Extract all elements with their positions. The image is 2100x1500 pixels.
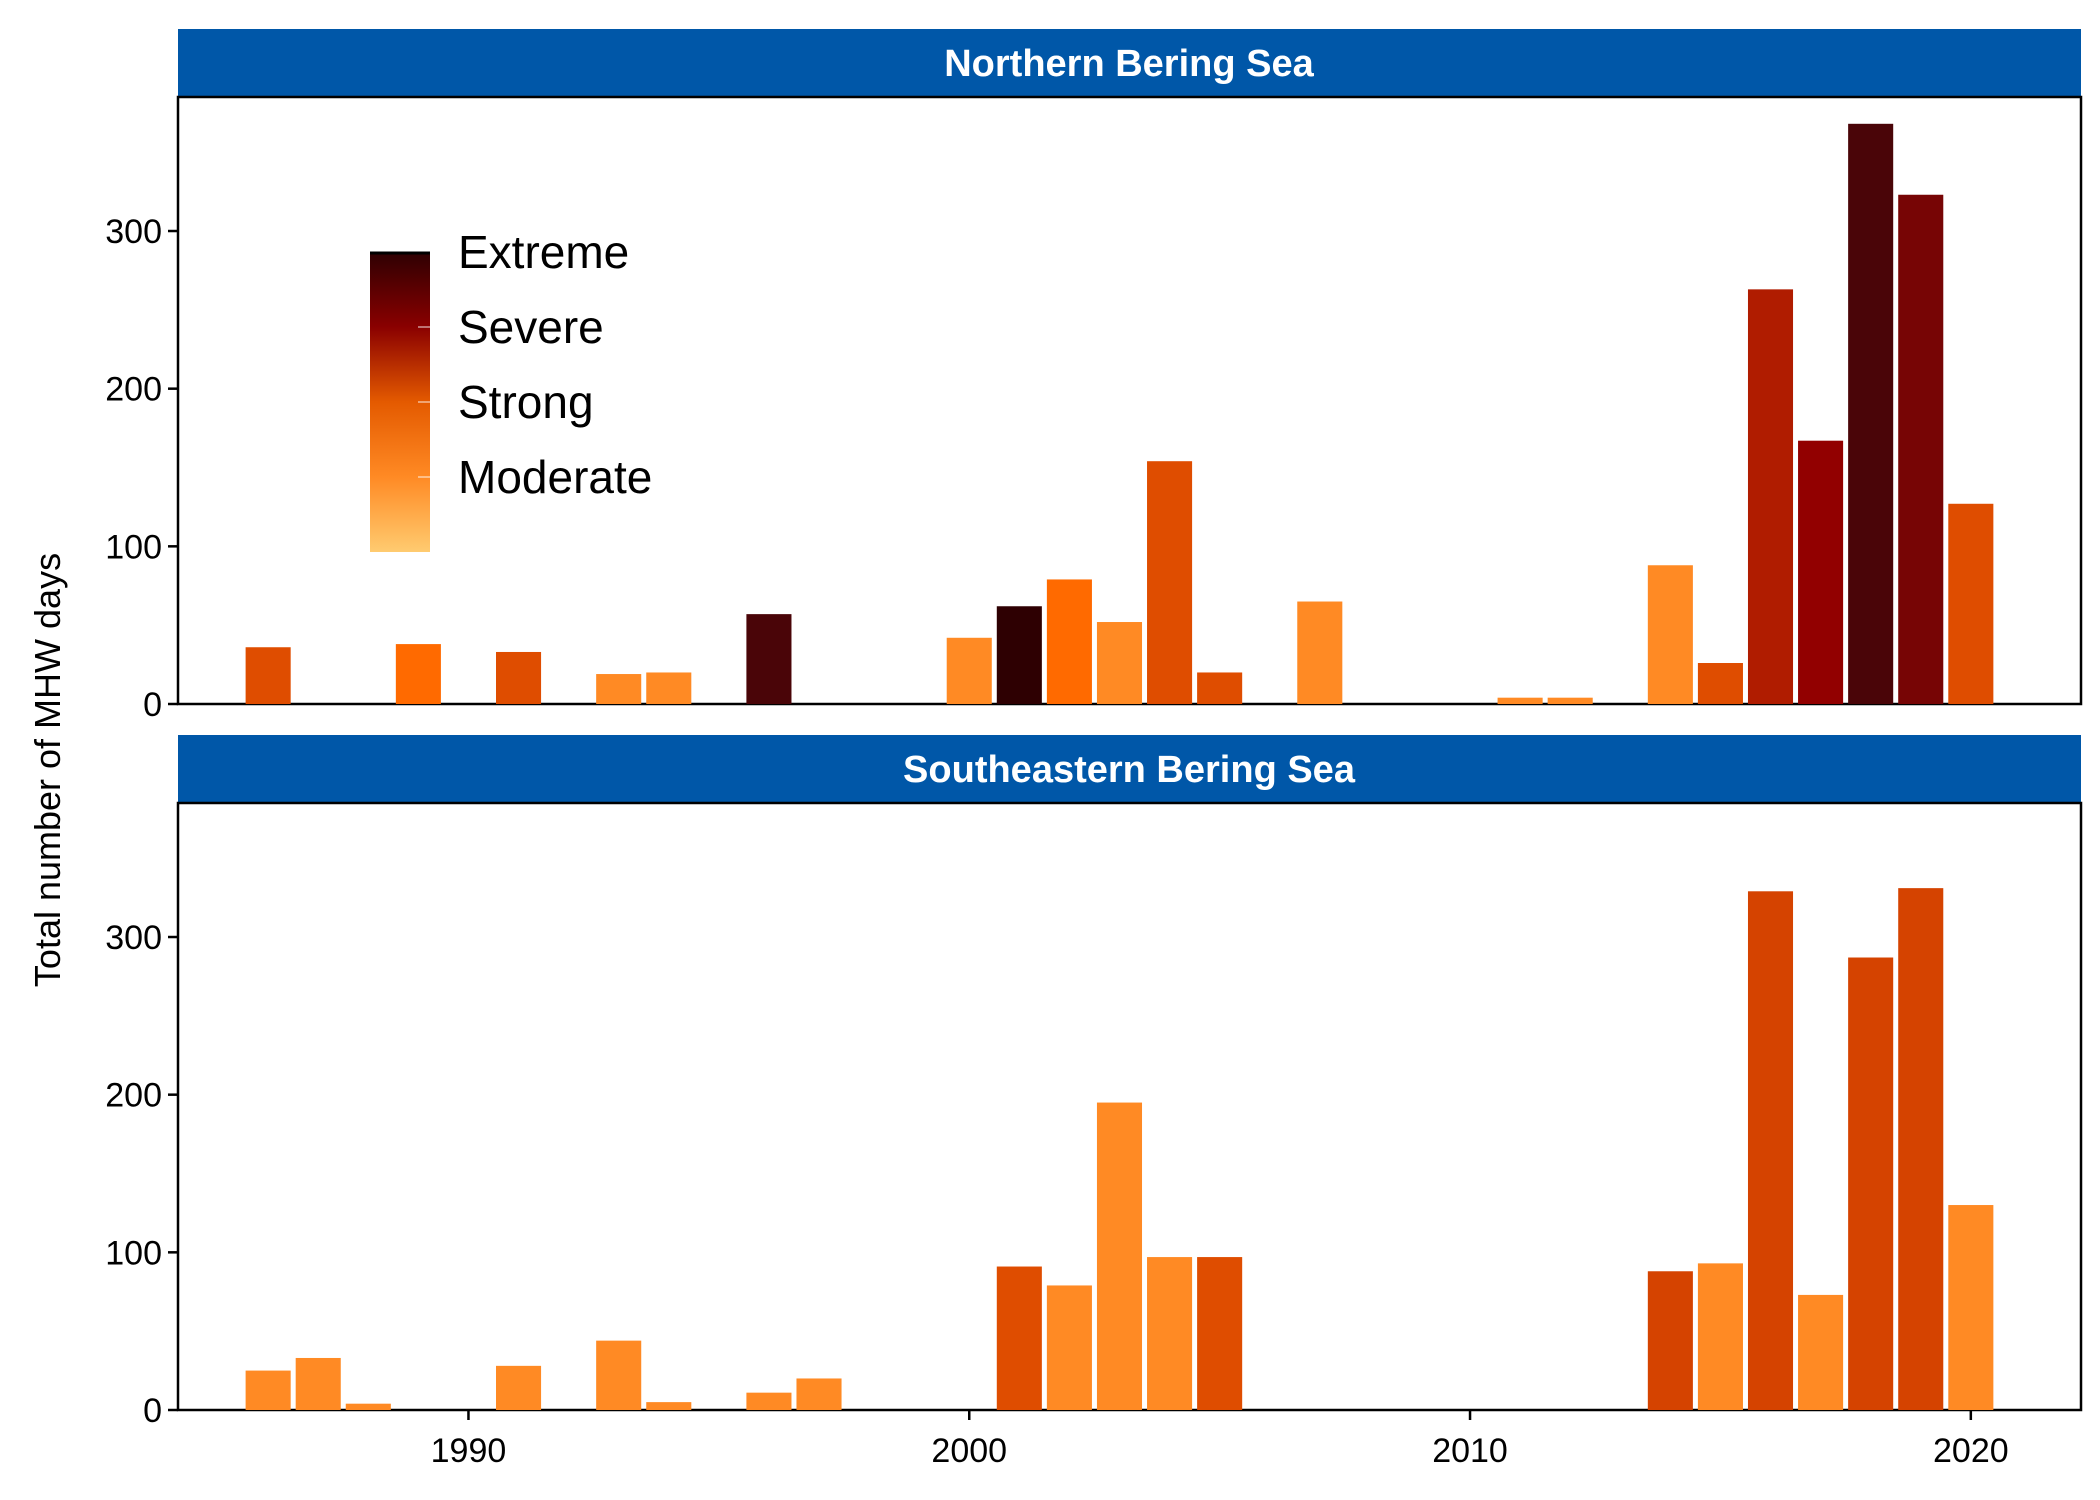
bar-2018 bbox=[1848, 123, 1894, 705]
bar-1991 bbox=[496, 1365, 542, 1410]
y-tick-label: 100 bbox=[105, 1234, 162, 1272]
y-tick-label: 100 bbox=[105, 528, 162, 566]
bar-2005 bbox=[1197, 1257, 1243, 1410]
legend-label-extreme: Extreme bbox=[458, 226, 629, 278]
bar-2000 bbox=[946, 637, 992, 704]
bar-1996 bbox=[746, 1392, 792, 1410]
x-tick-label: 2010 bbox=[1432, 1432, 1508, 1470]
bar-2017 bbox=[1798, 440, 1844, 704]
bar-2012 bbox=[1547, 697, 1593, 704]
bar-2001 bbox=[996, 1266, 1042, 1410]
bar-2019 bbox=[1898, 888, 1944, 1410]
legend-label-moderate: Moderate bbox=[458, 451, 652, 503]
panel-southeastern-bering-sea: Southeastern Bering Sea 0 100 200 300 bbox=[105, 735, 2083, 1430]
bar-2007 bbox=[1297, 601, 1343, 704]
bar-2003 bbox=[1096, 622, 1143, 704]
bar-1997 bbox=[796, 1378, 842, 1410]
bar-2002 bbox=[1046, 579, 1092, 704]
x-axis: 1990 2000 2010 2020 bbox=[431, 1410, 2009, 1470]
bar-1994 bbox=[646, 672, 692, 704]
x-tick-label: 1990 bbox=[431, 1432, 507, 1470]
panel-title-southeastern: Southeastern Bering Sea bbox=[903, 749, 1356, 791]
bar-1993 bbox=[596, 1340, 642, 1410]
y-tick-label: 300 bbox=[105, 213, 162, 251]
y-tick-label: 200 bbox=[105, 371, 162, 409]
y-axis-northern: 0 100 200 300 bbox=[105, 213, 178, 724]
bar-2016 bbox=[1747, 891, 1794, 1410]
bar-1994 bbox=[646, 1402, 692, 1410]
bar-2014 bbox=[1647, 565, 1693, 704]
bar-1987 bbox=[295, 1357, 341, 1410]
bar-group-northern bbox=[245, 123, 1994, 705]
bar-2005 bbox=[1197, 672, 1243, 704]
bar-1988 bbox=[345, 1403, 391, 1410]
bar-2020 bbox=[1948, 503, 1994, 704]
bar-1993 bbox=[596, 674, 642, 704]
legend-label-severe: Severe bbox=[458, 301, 604, 353]
bar-2004 bbox=[1147, 1257, 1193, 1410]
x-tick-label: 2020 bbox=[1933, 1432, 2009, 1470]
bar-group-southeastern bbox=[245, 888, 1994, 1410]
bar-2019 bbox=[1898, 194, 1944, 704]
bar-2003 bbox=[1096, 1102, 1143, 1410]
bar-1991 bbox=[496, 651, 542, 704]
y-axis-title: Total number of MHW days bbox=[27, 553, 68, 987]
y-tick-label: 300 bbox=[105, 919, 162, 957]
bar-2001 bbox=[996, 606, 1042, 704]
y-axis-southeastern: 0 100 200 300 bbox=[105, 919, 178, 1430]
bar-1996 bbox=[746, 614, 792, 704]
bar-2004 bbox=[1147, 461, 1193, 704]
legend-label-strong: Strong bbox=[458, 376, 594, 428]
x-tick-label: 2000 bbox=[931, 1432, 1007, 1470]
y-tick-label: 200 bbox=[105, 1077, 162, 1115]
panel-strip-southeastern bbox=[178, 735, 2081, 803]
bar-2002 bbox=[1046, 1285, 1092, 1410]
legend: Extreme Severe Strong Moderate bbox=[370, 226, 652, 552]
bar-2020 bbox=[1948, 1205, 1994, 1410]
bar-2014 bbox=[1647, 1271, 1693, 1410]
panel-title-northern: Northern Bering Sea bbox=[944, 43, 1314, 85]
bar-2017 bbox=[1798, 1294, 1844, 1410]
bar-2015 bbox=[1697, 1263, 1743, 1410]
y-tick-label: 0 bbox=[143, 686, 162, 724]
panel-northern-bering-sea: Northern Bering Sea 0 100 200 300 bbox=[105, 29, 2083, 724]
bar-2011 bbox=[1497, 697, 1543, 704]
bar-1986 bbox=[245, 647, 291, 704]
y-tick-label: 0 bbox=[143, 1392, 162, 1430]
bar-2015 bbox=[1697, 663, 1743, 704]
panel-strip-northern bbox=[178, 29, 2081, 97]
bar-2016 bbox=[1747, 289, 1794, 704]
bar-1989 bbox=[395, 644, 441, 704]
bar-1986 bbox=[245, 1370, 291, 1410]
bar-2018 bbox=[1848, 957, 1894, 1410]
